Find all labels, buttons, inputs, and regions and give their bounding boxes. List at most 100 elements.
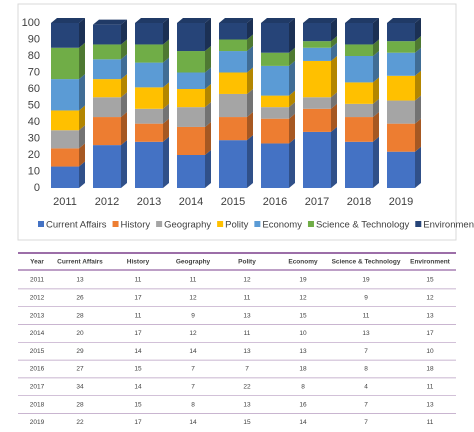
bar xyxy=(387,151,415,188)
table-cell: 7 xyxy=(364,419,368,426)
bar xyxy=(219,93,247,118)
y-tick-label: 0 xyxy=(34,182,40,194)
bar-side xyxy=(163,118,169,142)
table-header: History xyxy=(127,259,150,266)
bar xyxy=(177,126,205,155)
table-cell: 13 xyxy=(76,277,84,284)
table-cell: 15 xyxy=(134,401,142,408)
bar-side xyxy=(331,42,337,61)
table-cell: 17 xyxy=(426,330,434,337)
table-cell: 11 xyxy=(244,330,251,337)
table-cell: 8 xyxy=(301,384,305,391)
table-cell: 14 xyxy=(189,348,197,355)
bar-side xyxy=(163,103,169,124)
bar-side xyxy=(331,36,337,48)
bar xyxy=(51,148,79,167)
legend-swatch xyxy=(156,221,163,227)
bar-side xyxy=(121,140,127,188)
bar-side xyxy=(79,143,85,167)
bar xyxy=(51,23,79,48)
bar xyxy=(261,143,289,188)
bar xyxy=(135,23,163,45)
bar xyxy=(303,23,331,42)
bar-side xyxy=(163,57,169,88)
bar-side xyxy=(205,121,211,155)
bar-side xyxy=(373,39,379,56)
bar xyxy=(93,44,121,60)
chart: 0 10 20 30 40 50 60 70 80 90 100 2011 2012 2013 2014 20… xyxy=(22,17,474,231)
bar xyxy=(219,140,247,188)
bar-side xyxy=(121,54,127,80)
bar xyxy=(177,107,205,127)
table-cell: 11 xyxy=(427,384,434,391)
bar xyxy=(261,52,289,66)
bar-side xyxy=(205,18,211,52)
y-tick-label: 100 xyxy=(22,17,40,29)
y-tick-label: 20 xyxy=(28,149,40,161)
bar-side xyxy=(79,105,85,131)
table-cell: 27 xyxy=(76,366,84,373)
table-cell: 14 xyxy=(134,348,142,355)
table-cell: 14 xyxy=(134,384,142,391)
table-cell: 28 xyxy=(76,312,84,319)
table-cell: 28 xyxy=(76,401,84,408)
bar xyxy=(51,166,79,188)
table-cell: 15 xyxy=(299,312,307,319)
bar-side xyxy=(415,70,421,101)
table-header: Economy xyxy=(288,259,318,266)
bar-side xyxy=(247,18,253,40)
bar xyxy=(345,82,373,104)
legend-label: Economy xyxy=(262,220,302,231)
x-tick-label: 2011 xyxy=(53,196,77,208)
bar xyxy=(135,62,163,88)
table-cell: 13 xyxy=(243,312,251,319)
bar-side xyxy=(415,95,421,124)
bar xyxy=(261,118,289,144)
bar-side xyxy=(79,74,85,111)
legend-swatch xyxy=(217,221,224,227)
table-cell: 8 xyxy=(364,366,368,373)
bar xyxy=(51,110,79,131)
bar xyxy=(303,47,331,61)
bar xyxy=(387,52,415,76)
x-tick-label: 2019 xyxy=(389,196,413,208)
table-cell: 10 xyxy=(426,348,434,355)
table-cell: 9 xyxy=(364,295,368,302)
table-cell: 13 xyxy=(243,348,251,355)
table-header: Science & Technology xyxy=(332,259,401,266)
y-tick-label: 60 xyxy=(28,83,40,95)
bar xyxy=(387,23,415,42)
table-cell: 19 xyxy=(299,277,307,284)
table-cell: 12 xyxy=(189,330,197,337)
bar-side xyxy=(247,34,253,52)
y-tick-label: 70 xyxy=(28,66,40,78)
x-tick-label: 2017 xyxy=(305,196,329,208)
bar-side xyxy=(331,18,337,42)
bar xyxy=(177,51,205,73)
bar-side xyxy=(205,102,211,127)
bar-side xyxy=(121,92,127,118)
table-header: Polity xyxy=(238,259,256,266)
bar-side xyxy=(79,42,85,80)
bar-side xyxy=(331,103,337,132)
bar-top xyxy=(303,18,337,23)
table-cell: 10 xyxy=(299,330,307,337)
table-header: Environment xyxy=(410,259,451,266)
table-cell: 2012 xyxy=(30,295,45,302)
bar-side xyxy=(79,161,85,188)
bar xyxy=(303,60,331,98)
bar-side xyxy=(331,126,337,188)
bar-side xyxy=(121,74,127,98)
table-cell: 15 xyxy=(243,419,251,426)
bar-side xyxy=(373,112,379,142)
bar-side xyxy=(415,18,421,42)
table-cell: 11 xyxy=(135,312,142,319)
bar xyxy=(303,97,331,109)
table-cell: 16 xyxy=(299,401,307,408)
bar-side xyxy=(415,118,421,152)
y-tick-label: 40 xyxy=(28,116,40,128)
table-cell: 17 xyxy=(134,419,142,426)
table-cell: 7 xyxy=(364,348,368,355)
bar xyxy=(93,97,121,118)
